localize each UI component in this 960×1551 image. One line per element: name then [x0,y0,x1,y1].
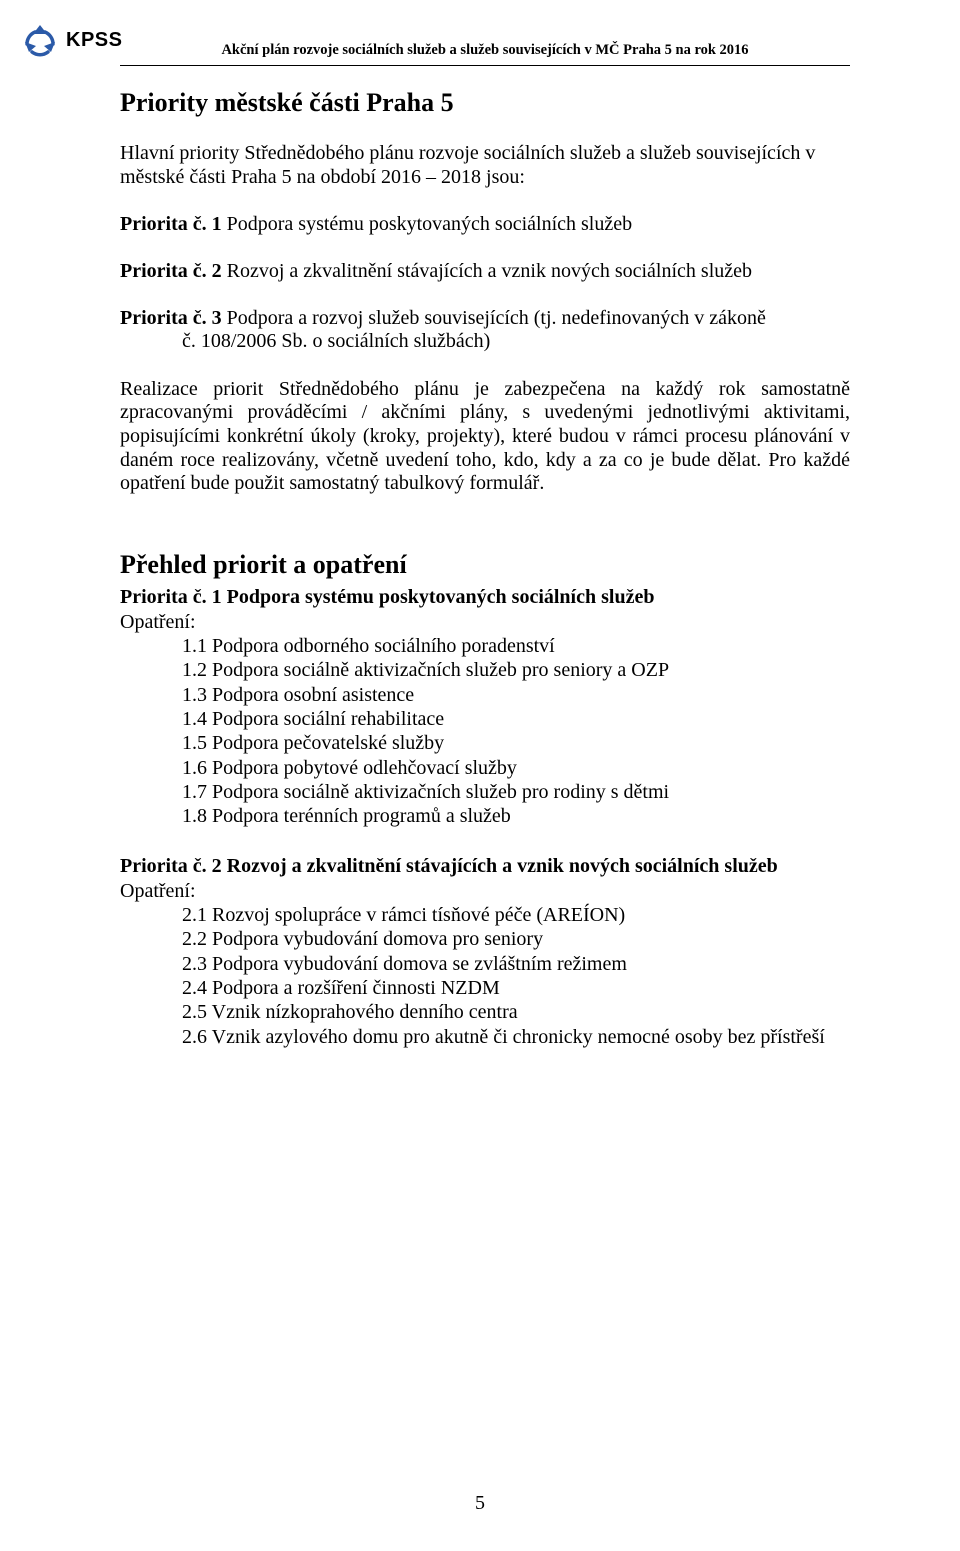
overview-g1-opatreni: Opatření: [120,611,850,634]
priority-2-label: Priorita č. 2 [120,260,222,282]
page-title: Priority městské části Praha 5 [120,88,850,118]
logo: KPSS [22,22,122,58]
priority-2: Priorita č. 2 Rozvoj a zkvalitnění stáva… [120,260,850,283]
overview-g1-items: 1.1 Podpora odborného sociálního poraden… [120,634,850,829]
list-item: 1.7 Podpora sociálně aktivizačních služe… [182,780,850,804]
priority-3-label: Priorita č. 3 [120,307,222,329]
header-divider [120,65,850,66]
list-item: 1.1 Podpora odborného sociálního poraden… [182,634,850,658]
list-item: 2.4 Podpora a rozšíření činnosti NZDM [182,976,850,1000]
list-item: 1.4 Podpora sociální rehabilitace [182,707,850,731]
priority-3-text: Podpora a rozvoj služeb souvisejících (t… [222,307,766,329]
page-number: 5 [0,1492,960,1515]
list-item: 1.2 Podpora sociálně aktivizačních služe… [182,658,850,682]
priority-1-label: Priorita č. 1 [120,213,222,235]
overview-g2-title: Priorita č. 2 Rozvoj a zkvalitnění stáva… [120,855,850,878]
recycle-icon [22,22,58,58]
overview-heading: Přehled priorit a opatření [120,550,850,580]
running-head: Akční plán rozvoje sociálních služeb a s… [120,42,850,59]
list-item: 1.5 Podpora pečovatelské služby [182,731,850,755]
list-item: 2.3 Podpora vybudování domova se zvláštn… [182,952,850,976]
list-item: 1.3 Podpora osobní asistence [182,683,850,707]
overview-g2-items: 2.1 Rozvoj spolupráce v rámci tísňové pé… [120,903,850,1049]
list-item: 2.1 Rozvoj spolupráce v rámci tísňové pé… [182,903,850,927]
priority-3: Priorita č. 3 Podpora a rozvoj služeb so… [120,307,850,330]
list-item: 2.5 Vznik nízkoprahového denního centra [182,1000,850,1024]
overview-g2-opatreni: Opatření: [120,880,850,903]
priority-1: Priorita č. 1 Podpora systému poskytovan… [120,213,850,236]
list-item: 1.6 Podpora pobytové odlehčovací služby [182,756,850,780]
list-item: 2.2 Podpora vybudování domova pro senior… [182,927,850,951]
priority-2-text: Rozvoj a zkvalitnění stávajících a vznik… [222,260,752,282]
logo-text: KPSS [66,29,122,52]
list-item: 2.6 Vznik azylového domu pro akutně či c… [182,1025,850,1049]
priority-1-text: Podpora systému poskytovaných sociálních… [222,213,633,235]
intro-paragraph: Hlavní priority Střednědobého plánu rozv… [120,142,850,189]
overview-g1-title: Priorita č. 1 Podpora systému poskytovan… [120,586,850,609]
realization-paragraph: Realizace priorit Střednědobého plánu je… [120,378,850,496]
priority-3-indent: č. 108/2006 Sb. o sociálních službách) [182,330,850,354]
list-item: 1.8 Podpora terénních programů a služeb [182,804,850,828]
